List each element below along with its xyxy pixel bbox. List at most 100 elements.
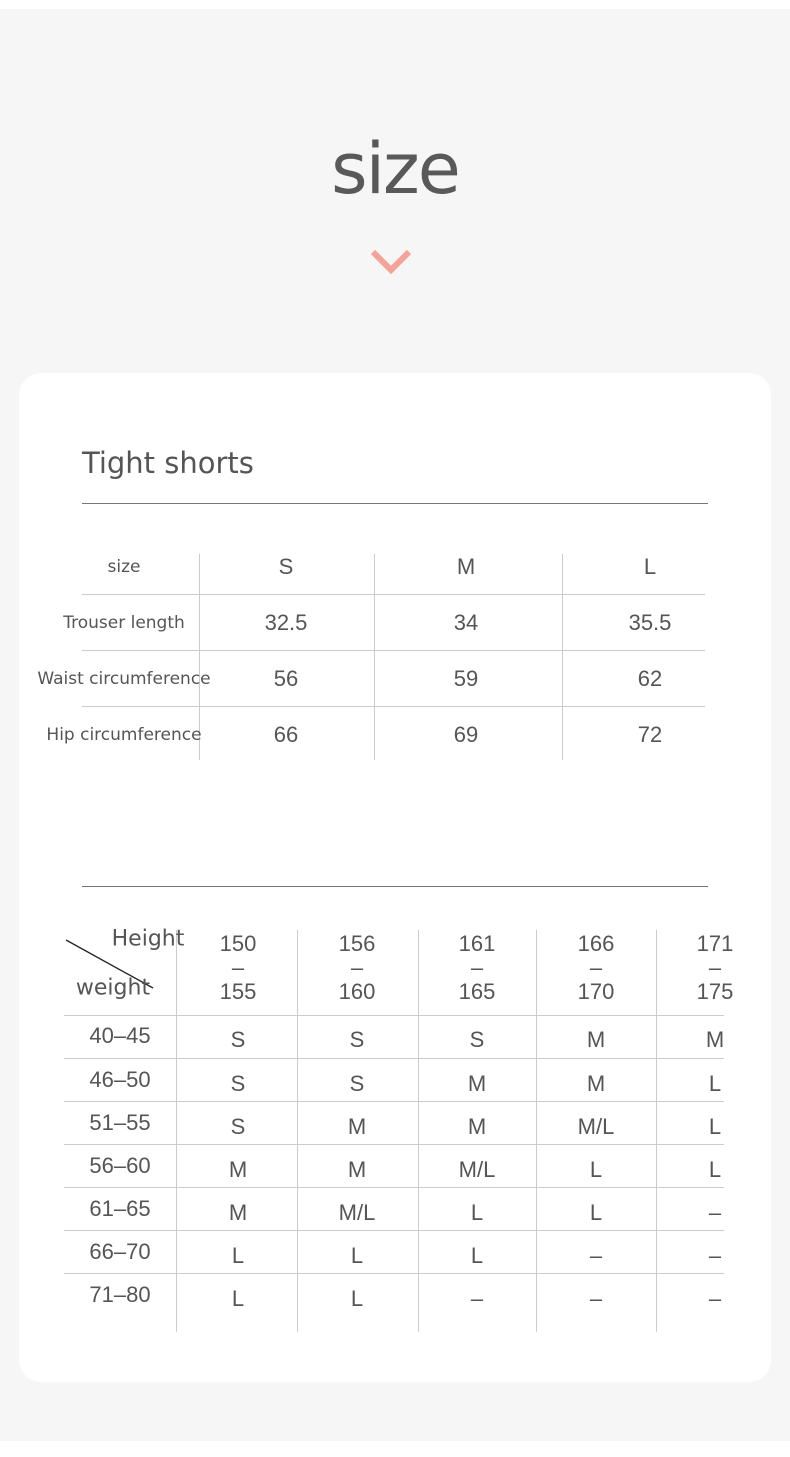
height-range-header: 166–170: [578, 932, 615, 1004]
divider: [82, 503, 708, 504]
row-divider: [64, 1144, 724, 1145]
chevron-down-icon: [370, 249, 412, 275]
size-cell: L: [589, 1200, 603, 1225]
size-cell: L: [708, 1157, 722, 1182]
weight-range-label: 56–60: [89, 1153, 151, 1178]
height-range-part: –: [350, 955, 364, 980]
table-cell: 69: [453, 722, 479, 747]
size-cell: M/L: [577, 1114, 615, 1139]
column-divider: [656, 930, 657, 1332]
weight-range-label: 71–80: [89, 1282, 151, 1307]
corner-weight-label: weight: [75, 975, 151, 1001]
column-divider: [418, 930, 419, 1332]
height-range-part: 171: [696, 931, 734, 956]
row-label: Trouser length: [63, 613, 185, 633]
table-cell: 72: [637, 722, 663, 747]
size-header: S: [278, 554, 294, 579]
page-title: size: [331, 128, 461, 210]
size-cell: S: [349, 1027, 365, 1052]
column-divider: [374, 554, 375, 760]
size-chart-card: [19, 373, 771, 1382]
height-range-part: 155: [219, 979, 257, 1004]
size-cell: –: [708, 1200, 722, 1225]
size-cell: M: [586, 1027, 606, 1052]
row-divider: [64, 1273, 724, 1274]
row-divider: [64, 1058, 724, 1059]
row-divider: [64, 1230, 724, 1231]
size-cell: M/L: [338, 1200, 376, 1225]
size-cell: L: [708, 1114, 722, 1139]
height-range-header: 156–160: [339, 932, 376, 1004]
size-cell: S: [469, 1027, 485, 1052]
column-divider: [536, 930, 537, 1332]
height-range-part: 170: [577, 979, 615, 1004]
table-cell: 34: [453, 610, 479, 635]
row-divider: [82, 650, 705, 651]
size-cell: L: [231, 1286, 245, 1311]
table-cell: 59: [453, 666, 479, 691]
weight-range-label: 40–45: [89, 1023, 151, 1048]
weight-range-label: 61–65: [89, 1196, 151, 1221]
height-range-header: 161–165: [459, 932, 496, 1004]
row-divider: [64, 1187, 724, 1188]
height-range-header: 171–175: [697, 932, 734, 1004]
size-cell: –: [708, 1243, 722, 1268]
corner-height-label: Height: [111, 926, 185, 952]
height-range-part: –: [470, 955, 484, 980]
table-cell: 62: [637, 666, 663, 691]
column-divider: [176, 930, 177, 1332]
size-cell: L: [350, 1286, 364, 1311]
diagonal-divider: [65, 939, 154, 989]
height-range-part: 175: [696, 979, 734, 1004]
size-header: M: [456, 554, 476, 579]
row-divider: [64, 1015, 724, 1016]
column-divider: [199, 554, 200, 760]
size-cell: L: [708, 1071, 722, 1096]
column-divider: [562, 554, 563, 760]
size-cell: M/L: [458, 1157, 496, 1182]
row-divider: [82, 706, 705, 707]
size-cell: M: [705, 1027, 725, 1052]
size-cell: L: [470, 1243, 484, 1268]
divider: [82, 886, 708, 887]
height-range-header: 150–155: [220, 932, 257, 1004]
table-cell: 66: [273, 722, 299, 747]
size-cell: L: [231, 1243, 245, 1268]
header-label: size: [107, 557, 141, 577]
table-cell: 35.5: [628, 610, 672, 635]
height-range-part: 156: [338, 931, 376, 956]
size-cell: M: [467, 1114, 487, 1139]
size-cell: S: [349, 1071, 365, 1096]
weight-range-label: 46–50: [89, 1067, 151, 1092]
size-cell: L: [589, 1157, 603, 1182]
size-cell: –: [470, 1286, 484, 1311]
size-cell: M: [228, 1157, 248, 1182]
height-range-part: –: [589, 955, 603, 980]
table-cell: 32.5: [264, 610, 308, 635]
weight-range-label: 51–55: [89, 1110, 151, 1135]
weight-range-label: 66–70: [89, 1239, 151, 1264]
table-cell: 56: [273, 666, 299, 691]
row-divider: [64, 1101, 724, 1102]
height-range-part: –: [708, 955, 722, 980]
size-cell: M: [586, 1071, 606, 1096]
height-range-part: –: [231, 955, 245, 980]
size-cell: M: [347, 1114, 367, 1139]
column-divider: [297, 930, 298, 1332]
size-cell: M: [467, 1071, 487, 1096]
size-cell: L: [470, 1200, 484, 1225]
size-cell: –: [708, 1286, 722, 1311]
size-cell: M: [347, 1157, 367, 1182]
size-cell: M: [228, 1200, 248, 1225]
height-range-part: 160: [338, 979, 376, 1004]
height-range-part: 166: [577, 931, 615, 956]
row-label: Hip circumference: [46, 725, 202, 745]
row-label: Waist circumference: [37, 669, 211, 689]
section-title: Tight shorts: [82, 446, 254, 480]
size-cell: S: [230, 1071, 246, 1096]
height-range-part: 150: [219, 931, 257, 956]
row-divider: [82, 594, 705, 595]
size-cell: S: [230, 1027, 246, 1052]
size-cell: –: [589, 1286, 603, 1311]
size-cell: S: [230, 1114, 246, 1139]
